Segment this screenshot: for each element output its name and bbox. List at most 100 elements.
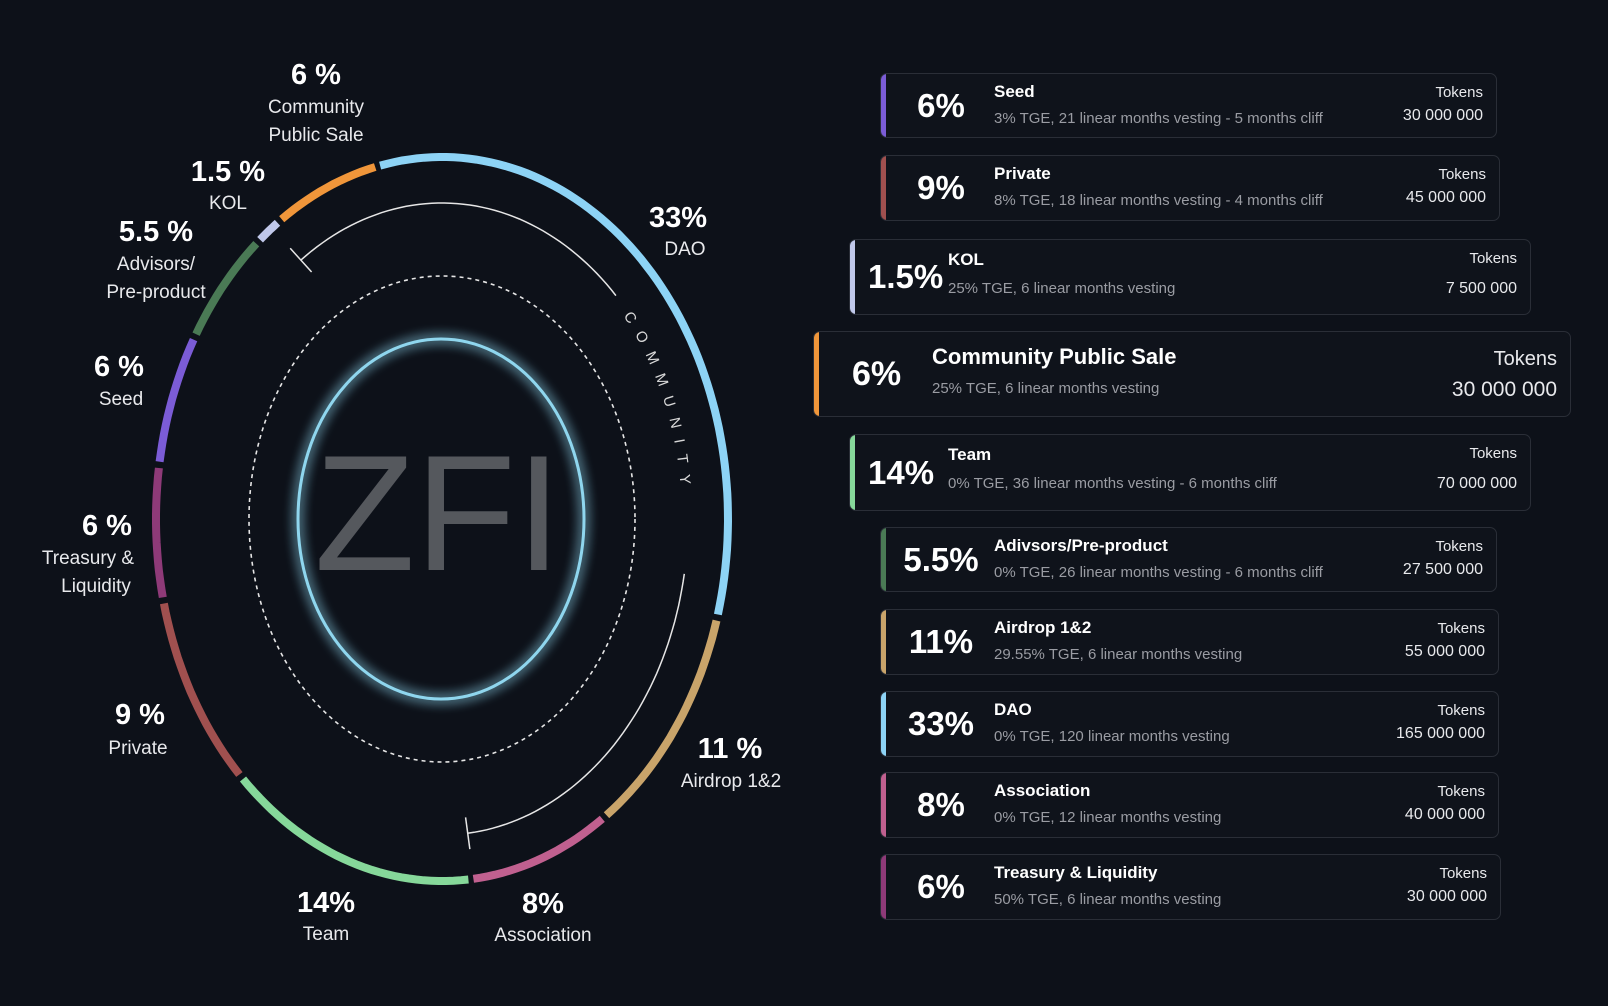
card-color-bar [881,855,886,919]
svg-text:Treasury &: Treasury & [42,548,135,569]
card-title: Adivsors/Pre-product [994,536,1168,555]
card-color-bar [881,74,886,137]
card-tokens-amount: 7 500 000 [1445,280,1517,297]
card-vesting-terms: 0% TGE, 36 linear months vesting - 6 mon… [948,475,1277,492]
label-treasury: 6 % Treasury & Liquidity [42,510,135,597]
donut-segment-advisors [192,241,260,336]
card-percent: 9% [917,169,965,206]
card-tokens-amount: 165 000 000 [1396,725,1485,742]
card-title: Seed [994,82,1035,101]
label-team: 14% Team [297,887,355,945]
card-tokens-label: Tokens [1435,538,1483,555]
card-percent: 6% [917,86,965,124]
donut-segment-association [472,815,605,883]
card-percent: 11% [908,623,974,660]
svg-text:6 %: 6 % [291,59,341,91]
card-color-bar [881,610,886,674]
card-tokens-label: Tokens [1437,783,1485,800]
bracket-arc-top [300,202,617,297]
donut-segment-treasury [152,467,167,599]
card-tokens-label: Tokens [1437,702,1485,719]
card-tokens-label: Tokens [1435,84,1483,101]
svg-text:Public Sale: Public Sale [268,125,363,146]
card-vesting-terms: 3% TGE, 21 linear months vesting - 5 mon… [994,110,1323,127]
svg-text:33%: 33% [649,202,707,234]
label-community: 6 % Community Public Sale [268,59,365,146]
svg-text:6 %: 6 % [94,351,144,383]
svg-text:6 %: 6 % [82,510,132,542]
card-percent: 8% [917,786,965,823]
allocation-card: 33% DAO 0% TGE, 120 linear months vestin… [880,691,1499,757]
bracket-tick-end [464,817,471,850]
card-percent: 1.5% [868,258,944,295]
card-tokens-amount: 70 000 000 [1436,475,1517,492]
card-tokens-amount: 30 000 000 [1402,107,1483,124]
dotted-ring [248,275,636,763]
allocation-card: 6% Seed 3% TGE, 21 linear months vesting… [880,73,1497,138]
card-tokens-label: Tokens [1469,250,1517,267]
label-airdrop: 11 % Airdrop 1&2 [681,733,781,792]
bracket-arc-bottom [467,573,686,835]
svg-text:Association: Association [494,925,591,946]
card-tokens-amount: 45 000 000 [1405,189,1486,206]
card-tokens-amount: 27 500 000 [1402,561,1483,578]
glow-ring [296,337,586,701]
svg-text:Advisors/: Advisors/ [117,254,196,275]
label-seed: 6 % Seed [94,351,144,410]
card-title: DAO [994,700,1032,719]
card-vesting-terms: 25% TGE, 6 linear months vesting [948,280,1176,297]
card-color-bar [881,156,886,220]
card-tokens-amount: 40 000 000 [1404,806,1485,823]
card-tokens-label: Tokens [1469,445,1517,462]
label-advisors: 5.5 % Advisors/ Pre-product [106,216,206,303]
svg-text:DAO: DAO [664,239,705,260]
card-color-bar [814,332,819,416]
card-title: Treasury & Liquidity [994,863,1158,882]
svg-text:Team: Team [303,924,349,945]
allocation-card: 9% Private 8% TGE, 18 linear months vest… [880,155,1500,221]
card-tokens-amount: 30 000 000 [1451,378,1557,401]
svg-text:9 %: 9 % [115,699,165,731]
donut-segment-seed [155,337,198,463]
card-title: Airdrop 1&2 [994,618,1092,637]
svg-text:14%: 14% [297,887,355,919]
donut-segment-team [239,776,469,885]
card-vesting-terms: 0% TGE, 12 linear months vesting [994,809,1222,826]
card-vesting-terms: 25% TGE, 6 linear months vesting [932,380,1160,397]
donut-segment-private [159,602,243,777]
bracket-tick-start [289,247,313,273]
center-logo-text: ZFI [314,421,561,605]
card-tokens-label: Tokens [1439,865,1487,882]
card-tokens-amount: 55 000 000 [1404,643,1485,660]
card-vesting-terms: 29.55% TGE, 6 linear months vesting [994,646,1243,663]
card-vesting-terms: 50% TGE, 6 linear months vesting [994,891,1222,908]
card-percent: 6% [917,868,965,905]
card-color-bar [881,692,886,756]
label-private: 9 % Private [108,699,167,759]
community-bracket [289,202,686,850]
svg-text:5.5 %: 5.5 % [119,216,193,248]
allocation-card: 5.5% Adivsors/Pre-product 0% TGE, 26 lin… [880,527,1497,592]
card-title: Private [994,164,1051,183]
donut-segment-airdrop [603,619,721,819]
card-percent: 14% [868,453,935,491]
card-tokens-label: Tokens [1438,166,1486,183]
svg-text:Private: Private [108,738,167,759]
card-tokens-label: Tokens [1437,620,1485,637]
donut-segments [152,153,733,885]
donut-segment-community [279,163,377,223]
card-title: Community Public Sale [932,344,1177,369]
allocation-card: 8% Association 0% TGE, 12 linear months … [880,772,1499,838]
card-percent: 33% [907,705,975,742]
svg-text:Liquidity: Liquidity [61,576,131,597]
svg-text:Pre-product: Pre-product [106,282,206,303]
card-title: KOL [948,250,984,269]
svg-text:Seed: Seed [99,389,143,410]
card-color-bar [850,240,855,314]
allocation-card: 11% Airdrop 1&2 29.55% TGE, 6 linear mon… [880,609,1499,675]
card-vesting-terms: 8% TGE, 18 linear months vesting - 4 mon… [994,192,1323,209]
svg-text:8%: 8% [522,888,564,920]
allocation-card: 6% Treasury & Liquidity 50% TGE, 6 linea… [880,854,1501,920]
label-kol: 1.5 % KOL [191,156,265,214]
label-association: 8% Association [494,888,591,946]
